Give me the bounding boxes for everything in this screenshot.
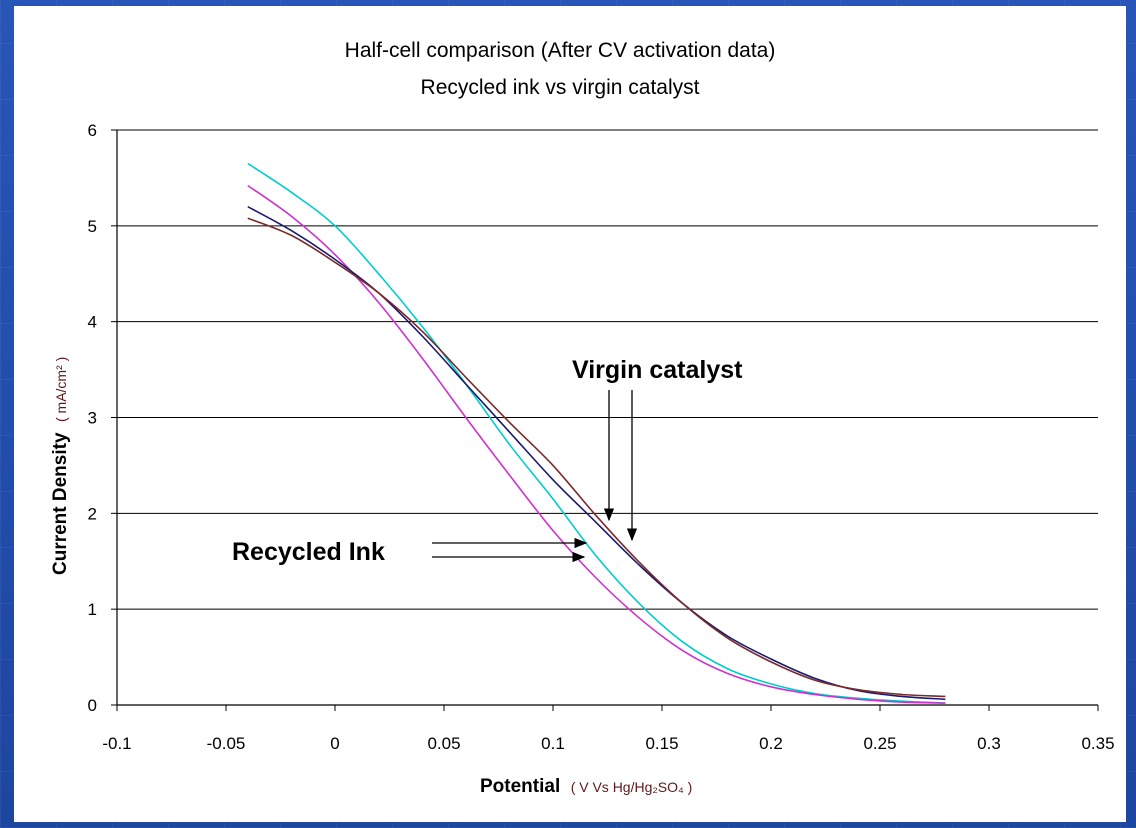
x-tick-label-4: 0.1: [541, 734, 565, 753]
x-tick-label-0: -0.1: [102, 734, 131, 753]
chart-subtitle: Recycled ink vs virgin catalyst: [421, 76, 700, 99]
y-tick-label-1: 1: [88, 600, 97, 619]
x-tick-label-7: 0.25: [863, 734, 896, 753]
x-tick-label-9: 0.35: [1081, 734, 1114, 753]
y-tick-label-2: 2: [88, 504, 97, 523]
y-tick-label-3: 3: [88, 409, 97, 428]
chart-title: Half-cell comparison (After CV activatio…: [345, 39, 776, 62]
x-tick-label-3: 0.05: [427, 734, 460, 753]
x-axis-label: Potential: [480, 776, 560, 797]
x-ticks: -0.1 -0.05 0 0.05 0.1 0.15 0.2 0.25 0.3 0.35: [102, 705, 1114, 753]
x-axis-unit: ( V Vs Hg/Hg₂SO₄ ): [571, 779, 693, 795]
y-tick-label-5: 5: [88, 217, 97, 236]
x-tick-label-2: 0: [330, 734, 339, 753]
x-tick-label-6: 0.2: [759, 734, 783, 753]
annotation-virgin-catalyst: Virgin catalyst: [572, 356, 743, 384]
y-axis-label: Current Density: [50, 432, 71, 575]
x-tick-label-8: 0.3: [977, 734, 1001, 753]
x-axis-title: Potential ( V Vs Hg/Hg₂SO₄ ): [480, 776, 692, 797]
y-tick-label-4: 4: [88, 313, 97, 332]
x-tick-label-5: 0.15: [645, 734, 678, 753]
y-tick-label-6: 6: [88, 121, 97, 140]
series-line-1: [248, 186, 946, 704]
y-axis-unit: ( mA/cm² ): [53, 357, 69, 422]
annotation-recycled-ink: Recycled Ink: [232, 538, 385, 566]
y-axis-title: Current Density ( mA/cm² ): [50, 357, 71, 575]
series-line-0: [248, 164, 946, 704]
series-line-2: [248, 207, 946, 700]
y-ticks: 0 1 2 3 4 5 6: [88, 121, 117, 715]
x-tick-label-1: -0.05: [207, 734, 246, 753]
series-line-3: [248, 218, 946, 696]
series-layer: [248, 164, 946, 704]
y-tick-label-0: 0: [88, 696, 97, 715]
